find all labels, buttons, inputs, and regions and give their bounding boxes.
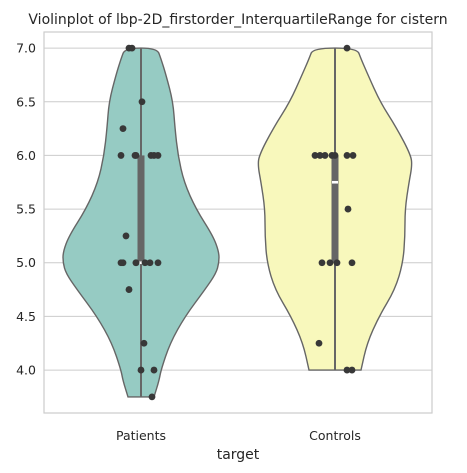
x-tick-label: Patients <box>116 428 166 443</box>
data-point <box>318 259 326 267</box>
data-point <box>311 152 319 159</box>
data-point <box>140 339 148 347</box>
data-point <box>343 366 351 374</box>
data-point <box>117 152 125 159</box>
data-point <box>138 98 146 106</box>
data-point <box>331 152 339 159</box>
y-tick-label: 5.5 <box>16 202 36 217</box>
data-point <box>119 125 127 132</box>
data-point <box>326 259 334 267</box>
data-point <box>122 232 130 240</box>
data-point <box>148 393 156 401</box>
y-tick-label: 6.0 <box>16 148 36 163</box>
data-point <box>154 152 162 159</box>
data-point <box>344 205 352 213</box>
data-point <box>321 152 329 159</box>
data-point <box>343 152 351 159</box>
chart-title: Violinplot of lbp-2D_firstorder_Interqua… <box>28 12 447 28</box>
iqr-box-controls <box>331 155 339 263</box>
x-tick-labels: Patients Controls <box>116 428 361 443</box>
x-tick-label: Controls <box>309 428 361 443</box>
data-point <box>348 259 356 267</box>
data-point <box>132 259 140 267</box>
data-points <box>117 44 357 401</box>
data-point <box>333 259 341 267</box>
data-point <box>150 366 158 374</box>
data-point <box>315 339 323 347</box>
data-point <box>343 44 351 52</box>
violins <box>62 47 413 398</box>
data-point <box>131 152 139 159</box>
data-point <box>128 44 136 52</box>
y-tick-label: 4.0 <box>16 363 36 378</box>
data-point <box>137 366 145 374</box>
y-tick-label: 7.0 <box>16 41 36 56</box>
y-tick-label: 5.0 <box>16 255 36 270</box>
data-point <box>146 259 154 267</box>
x-axis-label: target <box>217 447 260 463</box>
plot-frame <box>43 31 433 414</box>
data-point <box>348 366 356 374</box>
median-marker-patients <box>138 261 144 265</box>
y-tick-label: 6.5 <box>16 94 36 109</box>
box-plots <box>137 48 339 397</box>
data-point <box>117 259 125 267</box>
data-point <box>141 259 149 267</box>
iqr-box-patients <box>137 155 145 263</box>
median-marker-controls <box>332 180 338 184</box>
data-point <box>349 152 357 159</box>
data-point <box>316 152 324 159</box>
data-point <box>154 259 162 267</box>
y-tick-label: 4.5 <box>16 309 36 324</box>
y-tick-labels: 4.0 4.5 5.0 5.5 6.0 6.5 7.0 <box>16 41 36 378</box>
data-point <box>125 286 133 293</box>
